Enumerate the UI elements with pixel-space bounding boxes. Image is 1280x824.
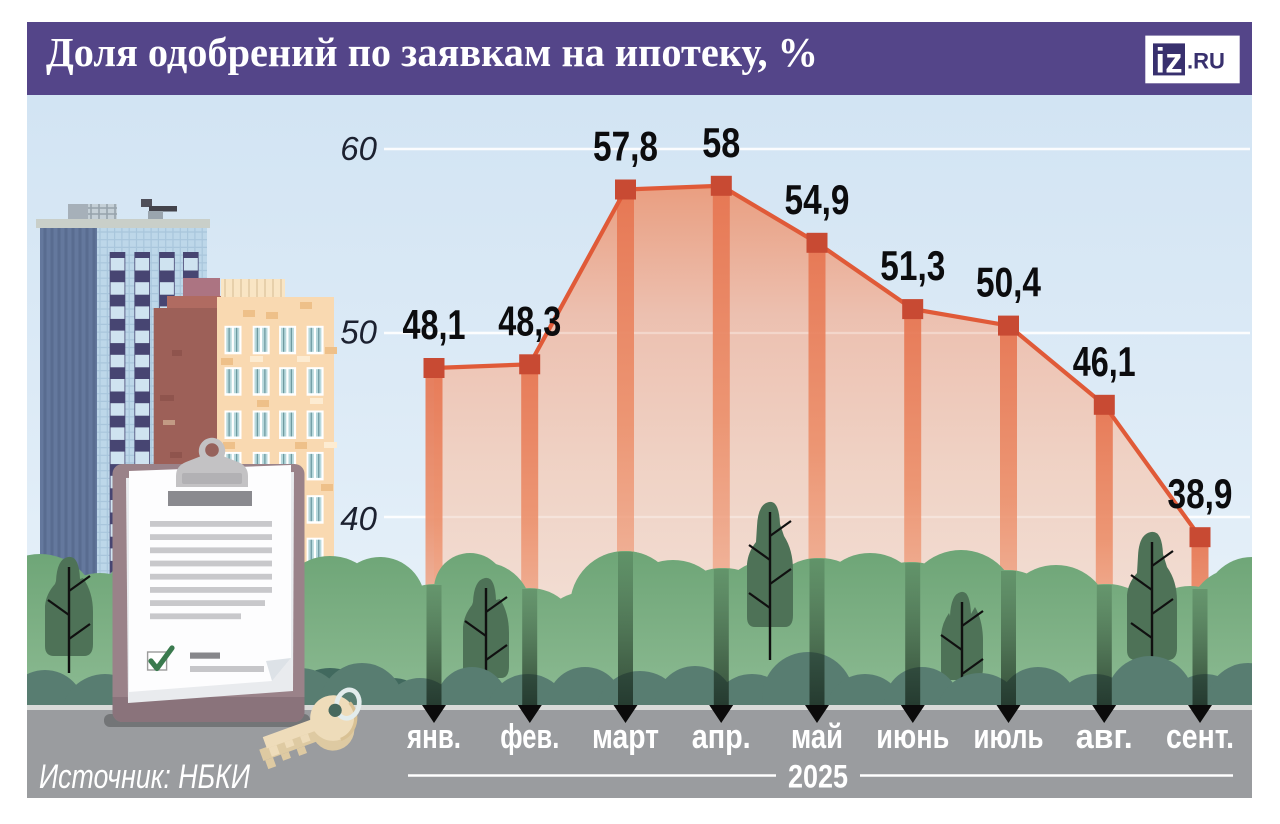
svg-text:май: май	[791, 718, 843, 756]
svg-text:фев.: фев.	[500, 718, 559, 756]
svg-text:50: 50	[340, 314, 377, 351]
svg-text:54,9: 54,9	[785, 176, 850, 223]
svg-text:март: март	[592, 718, 659, 756]
svg-text:38,9: 38,9	[1168, 470, 1233, 517]
svg-text:сент.: сент.	[1166, 718, 1234, 756]
svg-text:июнь: июнь	[876, 718, 949, 756]
svg-text:40: 40	[340, 500, 377, 537]
svg-text:51,3: 51,3	[880, 242, 945, 289]
svg-text:.RU: .RU	[1187, 49, 1225, 74]
svg-text:57,8: 57,8	[593, 123, 658, 170]
svg-text:Источник: НБКИ: Источник: НБКИ	[39, 758, 251, 796]
svg-text:iz: iz	[1155, 42, 1182, 81]
svg-text:июль: июль	[974, 718, 1044, 756]
svg-text:апр.: апр.	[692, 718, 751, 756]
svg-text:Доля одобрений по заявкам на и: Доля одобрений по заявкам на ипотеку, %	[46, 29, 818, 75]
svg-text:48,1: 48,1	[403, 301, 466, 348]
svg-text:янв.: янв.	[406, 718, 461, 756]
svg-text:авг.: авг.	[1076, 718, 1133, 756]
svg-text:2025: 2025	[788, 759, 848, 795]
svg-text:46,1: 46,1	[1073, 338, 1136, 385]
svg-text:58: 58	[702, 119, 740, 166]
svg-text:50,4: 50,4	[976, 259, 1042, 306]
svg-text:60: 60	[340, 130, 377, 167]
svg-text:48,3: 48,3	[498, 297, 561, 344]
